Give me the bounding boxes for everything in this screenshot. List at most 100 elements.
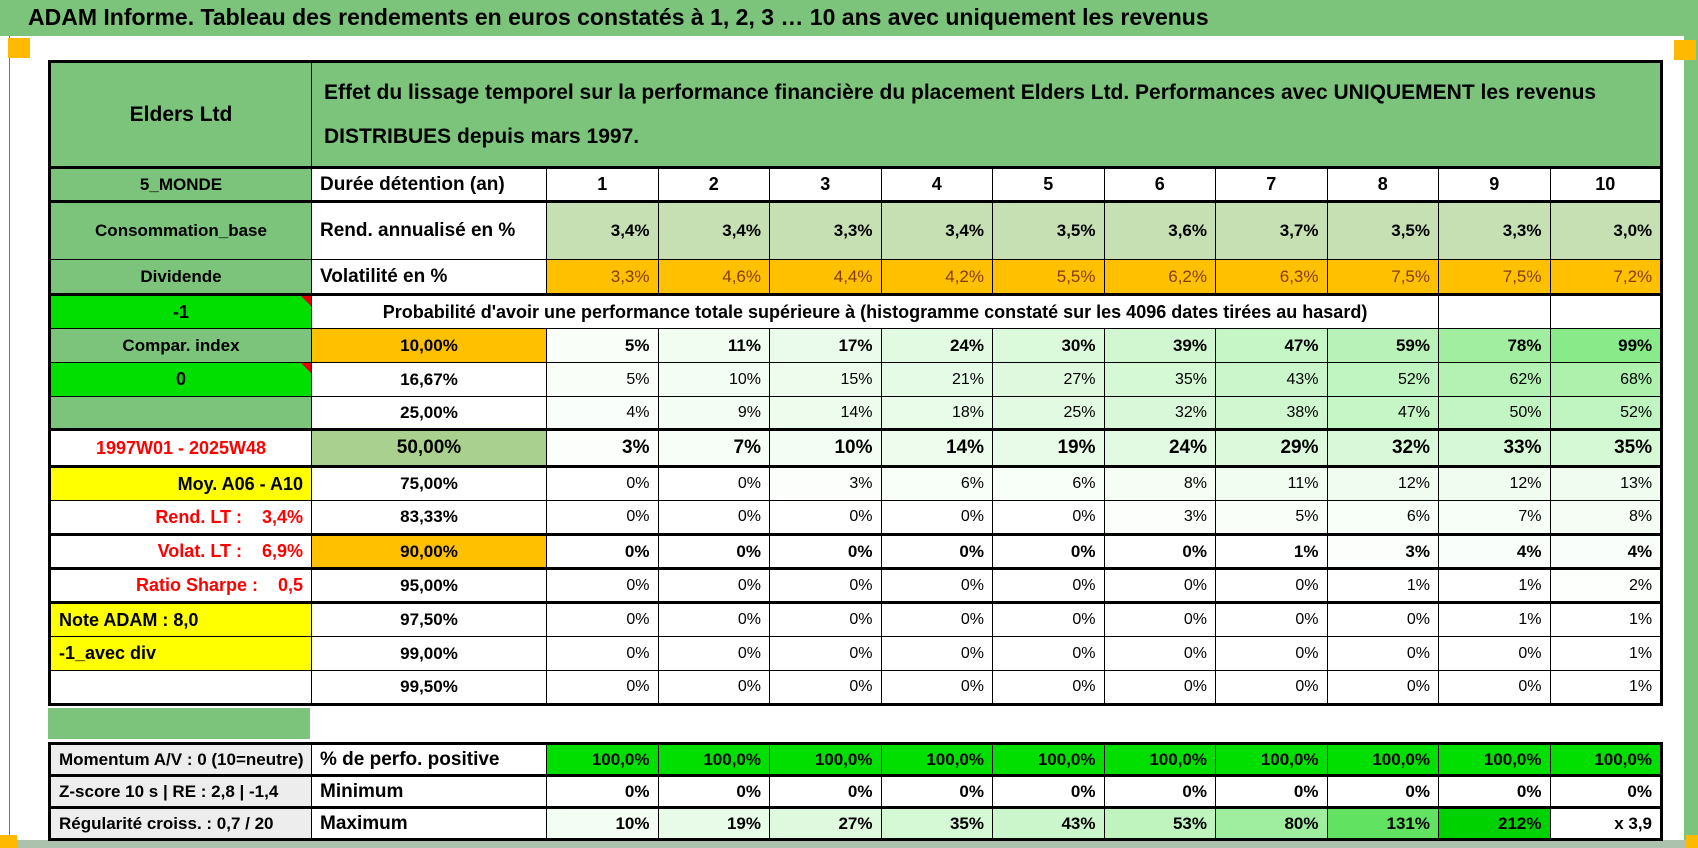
value-cell[interactable]: 4% [1438, 533, 1551, 569]
value-cell[interactable]: 15% [769, 362, 882, 397]
value-cell[interactable]: 6,2% [1103, 259, 1216, 295]
value-cell[interactable]: 10% [546, 806, 659, 840]
year-header-cell[interactable]: 2 [657, 166, 770, 202]
value-cell[interactable]: 0% [769, 670, 882, 705]
value-cell[interactable]: 100,0% [1326, 743, 1439, 776]
value-cell[interactable]: 99% [1549, 328, 1663, 363]
value-cell[interactable]: 0% [546, 670, 659, 705]
value-cell[interactable]: 3,7% [1215, 200, 1328, 260]
metric-label-perfo-positive[interactable]: % de perfo. positive [311, 743, 547, 776]
value-cell[interactable]: 5,5% [992, 259, 1105, 295]
value-cell[interactable]: 3% [769, 465, 882, 501]
value-cell[interactable]: 14% [880, 428, 993, 467]
company-name-cell[interactable]: Elders Ltd [49, 61, 312, 168]
description-cell[interactable]: Effet du lissage temporel sur la perform… [310, 61, 1663, 168]
value-cell[interactable]: 0% [769, 601, 882, 637]
value-cell[interactable]: x 3,9 [1549, 806, 1662, 840]
probability-header-cell[interactable]: Probabilité d'avoir une performance tota… [311, 293, 1439, 329]
value-cell[interactable]: 100,0% [880, 743, 993, 776]
value-cell[interactable]: 27% [992, 362, 1105, 397]
value-cell[interactable]: 24% [1103, 428, 1216, 467]
year-header-cell[interactable]: 1 [546, 166, 659, 202]
value-cell[interactable]: 8% [1549, 500, 1663, 535]
row-label-dividende[interactable]: Dividende [49, 259, 312, 295]
value-cell[interactable]: 14% [769, 396, 882, 430]
value-cell[interactable]: 9% [657, 396, 770, 430]
value-cell[interactable]: 0% [657, 533, 770, 569]
value-cell[interactable]: 0% [1326, 636, 1439, 671]
metric-label-rendement[interactable]: Rend. annualisé en % [311, 200, 547, 260]
value-cell[interactable]: 62% [1438, 362, 1551, 397]
value-cell[interactable]: 0% [769, 636, 882, 671]
value-cell[interactable]: 4% [546, 396, 659, 430]
value-cell[interactable]: 3% [546, 428, 659, 467]
row-label-avec-div[interactable]: -1_avec div [49, 636, 312, 671]
percentile-label[interactable]: 83,33% [311, 500, 547, 535]
value-cell[interactable]: 0% [1215, 567, 1328, 603]
value-cell[interactable]: 30% [992, 328, 1105, 363]
value-cell[interactable]: 0% [992, 500, 1105, 535]
value-cell[interactable]: 80% [1215, 806, 1328, 840]
value-cell[interactable]: 12% [1326, 465, 1439, 501]
value-cell[interactable]: 0% [769, 774, 882, 808]
value-cell[interactable]: 5% [546, 362, 659, 397]
value-cell[interactable]: 0% [1326, 670, 1439, 705]
value-cell[interactable]: 0% [1215, 636, 1328, 671]
value-cell[interactable]: 3,4% [657, 200, 770, 260]
value-cell[interactable]: 4,2% [880, 259, 993, 295]
value-cell[interactable]: 0% [1103, 533, 1216, 569]
value-cell[interactable]: 35% [880, 806, 993, 840]
value-cell[interactable]: 0% [657, 465, 770, 501]
value-cell[interactable]: 3,4% [546, 200, 659, 260]
value-cell[interactable]: 68% [1549, 362, 1663, 397]
value-cell[interactable]: 27% [769, 806, 882, 840]
value-cell[interactable]: 0% [992, 774, 1105, 808]
value-cell[interactable]: 100,0% [657, 743, 770, 776]
value-cell[interactable]: 5% [546, 328, 659, 363]
value-cell[interactable]: 10% [769, 428, 882, 467]
value-cell[interactable]: 12% [1438, 465, 1551, 501]
value-cell[interactable]: 0% [1215, 670, 1328, 705]
value-cell[interactable]: 38% [1215, 396, 1328, 430]
row-label-moyenne[interactable]: Moy. A06 - A10 [49, 465, 312, 501]
value-cell[interactable]: 100,0% [992, 743, 1105, 776]
value-cell[interactable]: 0% [1103, 567, 1216, 603]
value-cell[interactable]: 131% [1326, 806, 1439, 840]
value-cell[interactable]: 3,3% [546, 259, 659, 295]
value-cell[interactable]: 0% [546, 533, 659, 569]
value-cell[interactable]: 3% [1326, 533, 1439, 569]
value-cell[interactable]: 52% [1549, 396, 1663, 430]
value-cell[interactable]: 33% [1438, 428, 1551, 467]
empty-cell[interactable] [49, 670, 312, 705]
percentile-label[interactable]: 99,00% [311, 636, 547, 671]
value-cell[interactable]: 50% [1438, 396, 1551, 430]
value-cell[interactable]: 19% [657, 806, 770, 840]
row-label-ratio-sharpe[interactable]: Ratio Sharpe : 0,5 [49, 567, 312, 603]
percentile-label[interactable]: 97,50% [311, 601, 547, 637]
value-cell[interactable]: 0% [1549, 774, 1662, 808]
value-cell[interactable]: 3,5% [992, 200, 1105, 260]
year-header-cell[interactable]: 10 [1549, 166, 1663, 202]
value-cell[interactable]: 10% [657, 362, 770, 397]
row-label-consommation-base[interactable]: Consommation_base [49, 200, 312, 260]
value-cell[interactable]: 0% [546, 465, 659, 501]
row-label-zscore[interactable]: Z-score 10 s | RE : 2,8 | -1,4 [49, 774, 312, 808]
percentile-label[interactable]: 99,50% [311, 670, 547, 705]
value-cell[interactable]: 5% [1215, 500, 1328, 535]
value-cell[interactable]: 53% [1103, 806, 1216, 840]
value-cell[interactable]: 0% [880, 533, 993, 569]
value-cell[interactable]: 78% [1438, 328, 1551, 363]
value-cell[interactable]: 0% [657, 636, 770, 671]
empty-cell[interactable] [1549, 293, 1663, 329]
value-cell[interactable]: 2% [1549, 567, 1663, 603]
value-cell[interactable]: 0% [880, 500, 993, 535]
value-cell[interactable]: 0% [880, 636, 993, 671]
value-cell[interactable]: 13% [1549, 465, 1663, 501]
value-cell[interactable]: 100,0% [1438, 743, 1551, 776]
value-cell[interactable]: 25% [992, 396, 1105, 430]
value-cell[interactable]: 0% [546, 500, 659, 535]
value-cell[interactable]: 0% [657, 670, 770, 705]
value-cell[interactable]: 0% [1438, 670, 1551, 705]
value-cell[interactable]: 43% [992, 806, 1105, 840]
row-label-compar-index[interactable]: Compar. index [49, 328, 312, 363]
